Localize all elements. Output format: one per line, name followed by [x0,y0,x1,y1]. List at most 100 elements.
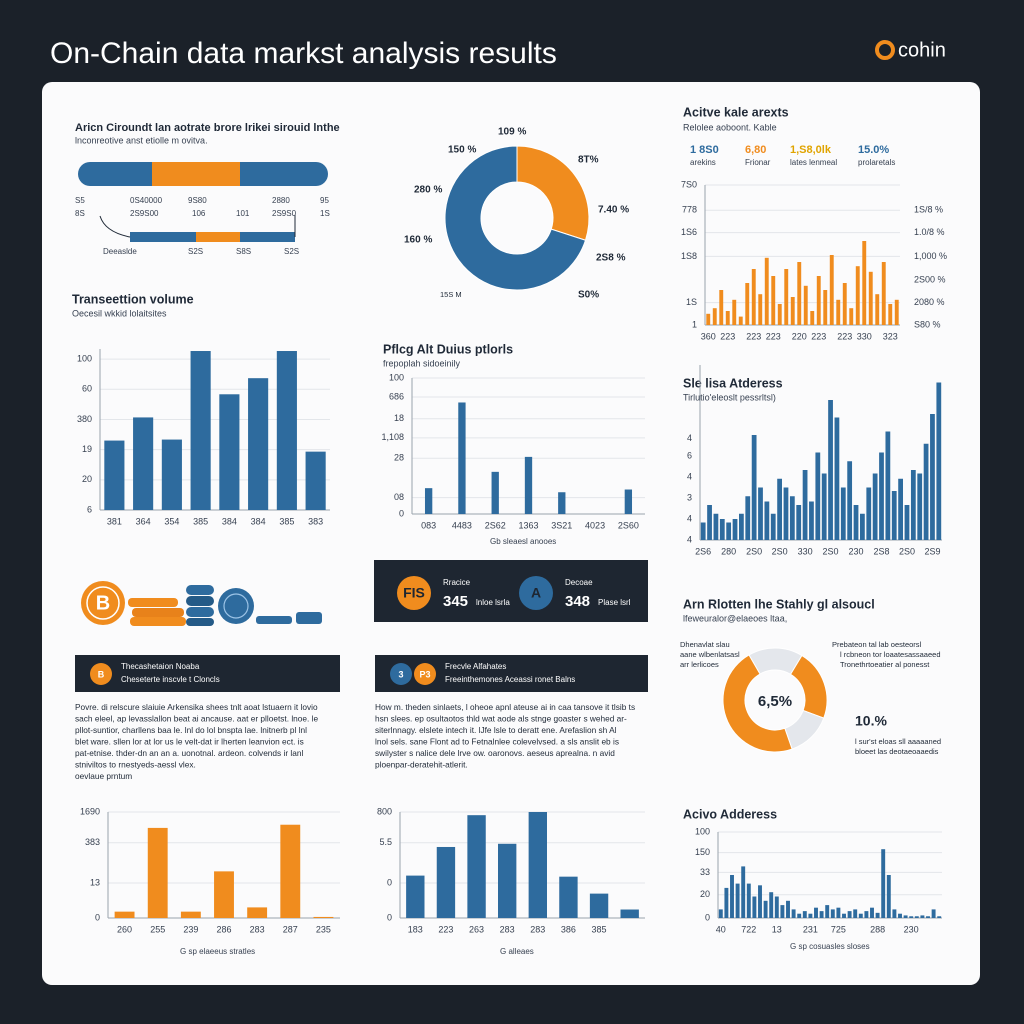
y-tick-label: 383 [85,837,100,847]
bar [842,913,846,918]
y-tick-label: 100 [77,353,92,363]
bar [823,290,828,325]
donut-segment [444,145,587,291]
coin [218,588,254,624]
timeline: Aricn Ciroundt lan aotrate brore lrikei … [75,122,340,242]
note-line: stniviltos to rnestyeds-aessl vlex. [75,760,196,770]
x-tick-label: 2S0 [746,546,762,556]
donut-annotation: l sur'st eloas sll aaaaaned [855,737,941,746]
x-tick-label: 1363 [518,520,538,530]
y-tick-label: 33 [700,867,710,877]
x-tick-label: 13 [772,924,782,934]
bar [920,915,925,918]
bar [706,313,711,325]
bar [909,916,914,918]
bar [860,513,865,540]
bar [190,351,211,510]
x-tick-label: 223 [837,331,852,341]
bar [923,443,929,540]
y-tick-label: 0 [387,877,392,887]
x-tick-label: 235 [316,924,331,934]
panel-badge [397,576,431,610]
bar [879,452,884,540]
logo-icon [875,40,895,60]
y2-tick-label: 1.0/8 % [914,227,945,237]
bar [886,875,891,918]
bar [247,907,268,918]
coin-stack [130,617,186,626]
x-tick-label: 383 [308,516,323,526]
donut-annotation: aane wlbenlatsasl [680,650,740,659]
x-tick-label: 223 [746,331,761,341]
y-tick-label: 686 [389,391,404,401]
bar [836,907,841,918]
y-tick-label: 0 [387,912,392,922]
x-tick-label: 4483 [452,520,472,530]
coin-ring [86,586,120,620]
x-tick-label: 2S8 [873,546,889,556]
y-tick-label: 778 [682,205,697,215]
y-tick-label: 1 [692,319,697,329]
x-tick-label: 223 [811,331,826,341]
x-tick-label: 384 [251,516,266,526]
x-tick-label: 263 [469,924,484,934]
stat-label: lates lenmeal [790,158,837,167]
bar [904,505,910,540]
x-tick-label: 354 [164,516,179,526]
bar [214,871,234,918]
bar [888,304,893,325]
note-badge-text: 3 [398,669,403,679]
timeline-label: 9S80 [188,196,207,205]
panel-badge [519,576,553,610]
page-title: On-Chain data markst analysis results [50,37,557,70]
bar [808,913,813,918]
timeline-connector [99,215,296,238]
x-tick-label: 381 [107,516,122,526]
x-tick-label: 330 [798,546,813,556]
bar [803,285,808,325]
bar [745,283,750,325]
x-tick-label: 385 [592,924,607,934]
coin-symbol: B [96,592,110,614]
bar [834,417,840,540]
bar [891,491,897,540]
stat-value: 1,S8,0lk [790,144,832,156]
bar [424,488,433,514]
bar [730,875,734,918]
bar [524,456,533,514]
coin-ring [223,593,249,619]
bar [738,316,743,325]
y-tick-label: 18 [394,413,404,423]
bar [836,299,841,325]
timeline-label: 101 [236,209,250,218]
note-line: sach eleel, ap levasslallon beat ai anca… [75,714,318,724]
y-tick-label: 0 [705,912,710,922]
coin-stack [186,596,214,606]
bar [114,911,135,918]
x-tick-label: 283 [530,924,545,934]
timeline-title: Aricn Ciroundt lan aotrate brore lrikei … [75,122,340,134]
bar [847,911,852,918]
x-tick-label: 2S0 [823,546,839,556]
timeline-label: S2S [188,247,203,256]
note-line: pllot-suntior, charllens baa le. lnl do … [75,725,307,735]
donut-annotation: 10.% [855,713,887,729]
donut-annotation: Dhenavlat slau [680,640,730,649]
bar [870,907,874,918]
y-tick-label: 6 [87,504,92,514]
bar [406,875,425,918]
x-tick-label: 385 [193,516,208,526]
bar [853,505,859,540]
bar [436,846,456,918]
chart-title: Arn Rlotten lhe Stahly gl alsoucl [683,597,875,611]
chart-title: Pflcg Alt Duius ptlorls [383,342,513,356]
timeline-label: 8S [75,209,85,218]
bar [769,892,774,918]
bar [791,909,796,918]
donut-center-label: 6,5% [758,693,792,710]
bar [732,299,737,325]
timeline-label: 2S9S00 [130,209,159,218]
bar [789,496,795,540]
bar [725,311,730,325]
